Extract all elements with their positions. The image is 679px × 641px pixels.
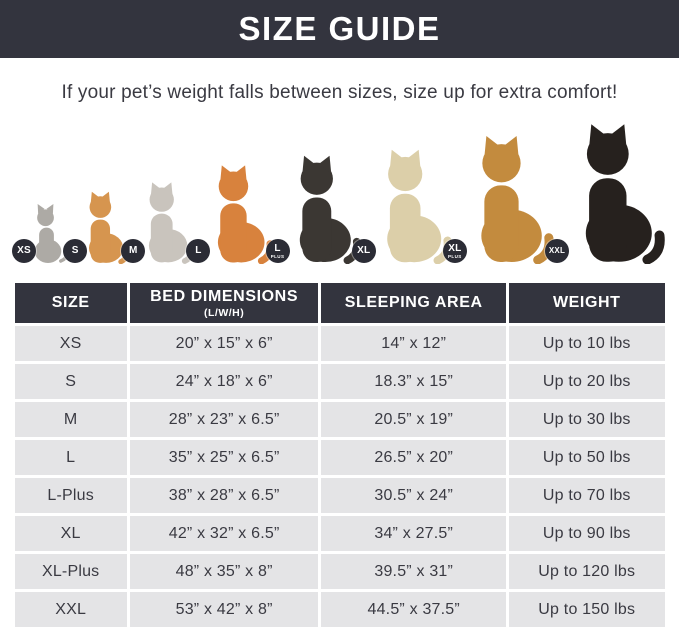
weight-cell: Up to 70 lbs xyxy=(508,478,665,513)
column-header-bed-dimensions-label: BED DIMENSIONS xyxy=(150,287,299,305)
size-badge-label: XL xyxy=(357,245,371,256)
bed-dimensions-cell: 28” x 23” x 6.5” xyxy=(129,402,319,437)
size-cell: M xyxy=(14,402,127,437)
sleeping-area-cell: 18.3” x 15” xyxy=(321,364,506,399)
column-header-sleeping-area: SLEEPING AREA xyxy=(321,283,506,323)
bed-dimensions-cell: 24” x 18” x 6” xyxy=(129,364,319,399)
pet-figure-l-plus: L PLUS xyxy=(265,153,361,264)
table-row: M 28” x 23” x 6.5” 20.5” x 19” Up to 30 … xyxy=(14,402,665,437)
bed-dimensions-cell: 48” x 35” x 8” xyxy=(129,554,319,589)
weight-cell: Up to 120 lbs xyxy=(508,554,665,589)
sleeping-area-cell: 39.5” x 31” xyxy=(321,554,506,589)
size-guide-table: SIZE BED DIMENSIONS (L/W/H) SLEEPING ARE… xyxy=(12,280,668,630)
size-cell: L xyxy=(14,440,127,475)
sizing-advice-text: If your pet’s weight falls between sizes… xyxy=(61,82,618,103)
weight-cell: Up to 30 lbs xyxy=(508,402,665,437)
column-header-bed-dimensions-sub: (L/W/H) xyxy=(204,306,245,319)
table-row: XL-Plus 48” x 35” x 8” 39.5” x 31” Up to… xyxy=(14,554,665,589)
size-badge-xl: XL xyxy=(351,239,376,263)
page-title: SIZE GUIDE xyxy=(238,10,441,47)
weight-cell: Up to 20 lbs xyxy=(508,364,665,399)
pet-figure-m: M xyxy=(121,180,195,264)
column-header-weight: WEIGHT xyxy=(508,283,665,323)
pet-figure-xs: XS xyxy=(12,200,72,264)
size-badge-l: L xyxy=(186,239,211,263)
golden-retriever-dog-icon xyxy=(453,133,554,264)
size-badge-sublabel: PLUS xyxy=(448,253,462,259)
size-badge-xs: XS xyxy=(12,239,36,263)
weight-cell: Up to 10 lbs xyxy=(508,326,665,361)
sleeping-area-cell: 20.5” x 19” xyxy=(321,402,506,437)
pet-figure-xl: XL xyxy=(351,147,452,264)
bed-dimensions-cell: 38” x 28” x 6.5” xyxy=(129,478,319,513)
size-badge-s: S xyxy=(63,239,88,263)
weight-cell: Up to 90 lbs xyxy=(508,516,665,551)
size-badge-xl-plus: XL PLUS xyxy=(442,239,467,263)
size-badge-m: M xyxy=(121,239,146,263)
size-cell: S xyxy=(14,364,127,399)
pet-size-strip: XS S M L L PLUS XL XL PLUS XXL xyxy=(0,104,679,276)
sleeping-area-cell: 26.5” x 20” xyxy=(321,440,506,475)
doberman-dog-icon xyxy=(555,121,665,264)
table-row: XL 42” x 32” x 6.5” 34” x 27.5” Up to 90… xyxy=(14,516,665,551)
size-cell: XS xyxy=(14,326,127,361)
size-cell: XXL xyxy=(14,592,127,627)
size-badge-label: XS xyxy=(17,245,31,256)
table-header-row: SIZE BED DIMENSIONS (L/W/H) SLEEPING ARE… xyxy=(14,283,665,323)
table-row: S 24” x 18” x 6” 18.3” x 15” Up to 20 lb… xyxy=(14,364,665,399)
size-cell: XL-Plus xyxy=(14,554,127,589)
size-badge-sublabel: PLUS xyxy=(270,253,285,259)
size-badge-label: M xyxy=(129,245,138,256)
bed-dimensions-cell: 35” x 25” x 6.5” xyxy=(129,440,319,475)
size-badge-label: XL xyxy=(448,242,462,254)
bed-dimensions-cell: 42” x 32” x 6.5” xyxy=(129,516,319,551)
size-cell: XL xyxy=(14,516,127,551)
pet-figure-xl-plus: XL PLUS xyxy=(442,133,554,264)
size-badge-label: L xyxy=(195,245,202,256)
bed-dimensions-cell: 53” x 42” x 8” xyxy=(129,592,319,627)
size-badge-label: XXL xyxy=(548,246,566,255)
weight-cell: Up to 50 lbs xyxy=(508,440,665,475)
table-row: XXL 53” x 42” x 8” 44.5” x 37.5” Up to 1… xyxy=(14,592,665,627)
sleeping-area-cell: 34” x 27.5” xyxy=(321,516,506,551)
size-badge-label: L xyxy=(274,242,281,254)
size-guide-header: SIZE GUIDE xyxy=(0,0,679,58)
size-cell: L-Plus xyxy=(14,478,127,513)
size-badge-label: S xyxy=(71,245,79,256)
sleeping-area-cell: 30.5” x 24” xyxy=(321,478,506,513)
table-row: L-Plus 38” x 28” x 6.5” 30.5” x 24” Up t… xyxy=(14,478,665,513)
pet-figure-l: L xyxy=(186,163,274,264)
sleeping-area-cell: 14” x 12” xyxy=(321,326,506,361)
column-header-bed-dimensions: BED DIMENSIONS (L/W/H) xyxy=(129,283,319,323)
table-row: L 35” x 25” x 6.5” 26.5” x 20” Up to 50 … xyxy=(14,440,665,475)
sleeping-area-cell: 44.5” x 37.5” xyxy=(321,592,506,627)
size-badge-xxl: XXL xyxy=(544,239,569,263)
column-header-size: SIZE xyxy=(14,283,127,323)
bed-dimensions-cell: 20” x 15” x 6” xyxy=(129,326,319,361)
size-badge-l-plus: L PLUS xyxy=(265,239,290,263)
pet-figure-xxl: XXL xyxy=(544,121,665,264)
table-row: XS 20” x 15” x 6” 14” x 12” Up to 10 lbs xyxy=(14,326,665,361)
weight-cell: Up to 150 lbs xyxy=(508,592,665,627)
pet-figure-s: S xyxy=(63,190,130,264)
